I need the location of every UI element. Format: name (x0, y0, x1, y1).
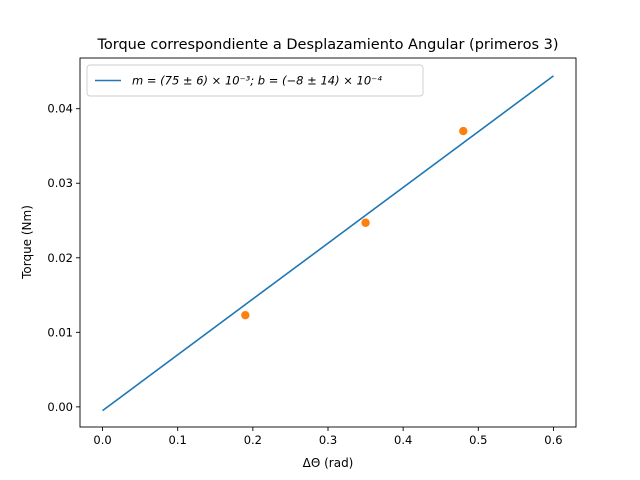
x-tick-label: 0.4 (394, 433, 412, 447)
y-tick-label: 0.04 (47, 102, 73, 116)
fit-line (102, 75, 554, 412)
y-axis: 0.00 0.01 0.02 0.03 0.04 (47, 102, 80, 414)
data-point (361, 218, 370, 227)
y-tick-label: 0.00 (47, 400, 73, 414)
x-axis-label: ΔΘ (rad) (303, 456, 354, 470)
legend-label-fit-line: m = (75 ± 6) × 10⁻³; b = (−8 ± 14) × 10⁻… (132, 74, 382, 88)
x-axis: 0.0 0.1 0.2 0.3 0.4 0.5 0.6 (93, 427, 563, 447)
y-tick-label: 0.01 (47, 325, 73, 339)
x-tick-label: 0.3 (319, 433, 337, 447)
y-tick-label: 0.03 (47, 176, 73, 190)
x-tick-label: 0.6 (544, 433, 562, 447)
legend-box (86, 64, 424, 97)
chart-title: Torque correspondiente a Desplazamiento … (96, 37, 558, 53)
y-tick-label: 0.02 (47, 251, 73, 265)
x-tick-label: 0.1 (169, 433, 187, 447)
x-tick-label: 0.0 (93, 433, 111, 447)
data-point (459, 126, 468, 136)
x-tick-label: 0.5 (469, 433, 487, 447)
x-tick-label: 0.2 (244, 433, 262, 447)
data-point (241, 310, 250, 320)
legend: m = (75 ± 6) × 10⁻³; b = (−8 ± 14) × 10⁻… (86, 64, 424, 97)
y-axis-label: Torque (Nm) (20, 205, 34, 280)
plot-area (102, 75, 554, 412)
